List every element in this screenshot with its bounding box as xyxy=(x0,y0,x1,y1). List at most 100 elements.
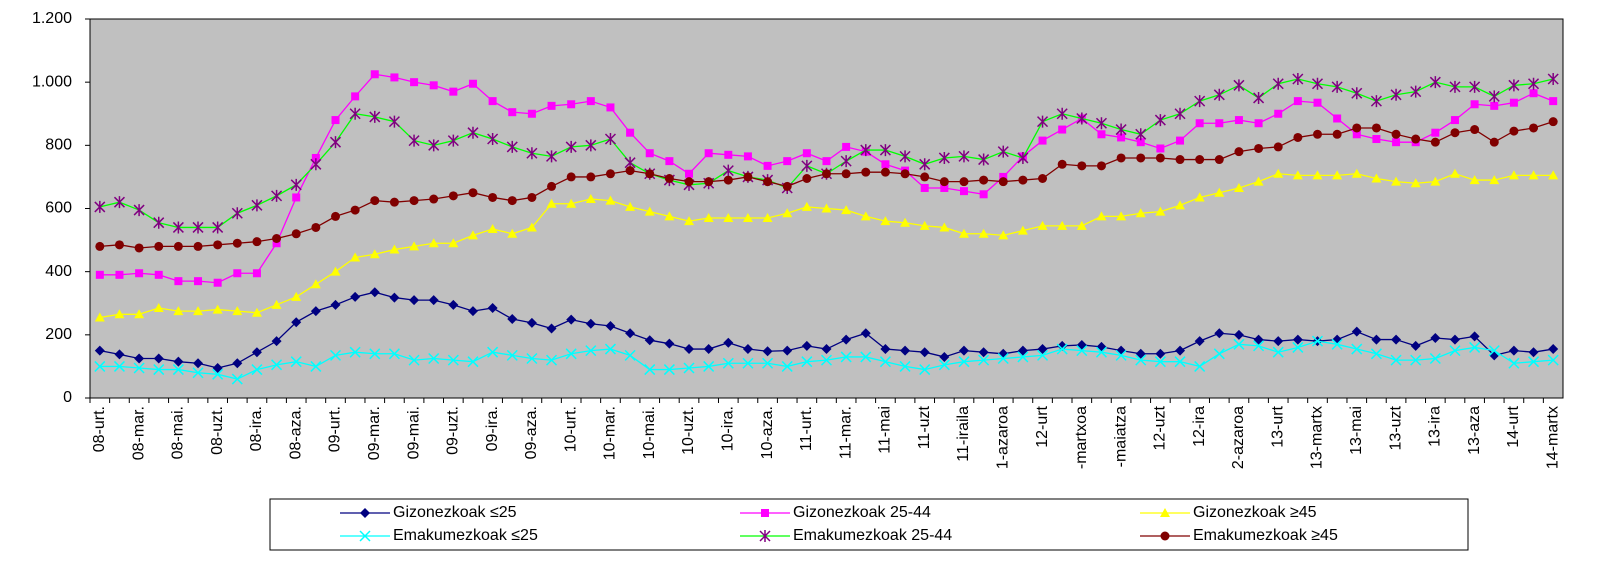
marker xyxy=(95,270,104,279)
marker xyxy=(1194,192,1205,202)
marker xyxy=(1528,170,1539,180)
marker xyxy=(1057,220,1068,230)
marker xyxy=(703,360,715,372)
marker xyxy=(722,357,734,369)
marker xyxy=(1077,161,1087,171)
marker xyxy=(290,356,302,368)
marker xyxy=(605,320,616,331)
marker xyxy=(1370,95,1382,108)
marker xyxy=(1547,354,1559,366)
marker xyxy=(742,357,754,369)
legend-box xyxy=(269,498,1469,551)
x-tick-label: 14-martx xyxy=(1544,406,1561,469)
x-tick-label: 09-mai. xyxy=(405,406,422,459)
marker xyxy=(997,352,1009,365)
marker xyxy=(1469,175,1480,185)
marker xyxy=(860,351,872,363)
x-tick-label: 14-urt xyxy=(1505,405,1522,447)
marker xyxy=(1194,95,1206,108)
marker xyxy=(212,304,223,314)
marker xyxy=(1096,211,1107,221)
marker xyxy=(743,172,753,182)
marker xyxy=(193,306,204,316)
marker xyxy=(1273,168,1284,178)
marker xyxy=(899,360,911,372)
marker xyxy=(1253,334,1264,345)
marker xyxy=(408,134,420,147)
marker xyxy=(958,150,970,163)
marker xyxy=(879,144,891,157)
marker xyxy=(410,78,419,87)
marker xyxy=(174,277,183,286)
x-tick-label: 11-uzt xyxy=(916,405,933,449)
marker xyxy=(429,81,438,90)
marker xyxy=(1391,129,1401,139)
marker xyxy=(1135,348,1146,359)
x-tick-label: 08-ira. xyxy=(248,406,265,451)
marker xyxy=(958,356,970,368)
marker xyxy=(801,201,812,211)
marker xyxy=(880,216,891,226)
marker xyxy=(310,158,322,171)
marker xyxy=(919,220,930,230)
marker xyxy=(251,307,262,317)
marker xyxy=(370,70,379,79)
marker xyxy=(783,157,792,166)
marker xyxy=(822,169,831,179)
marker xyxy=(526,317,537,328)
marker xyxy=(1234,116,1243,125)
x-tick-label: 10-mai. xyxy=(641,406,658,459)
marker xyxy=(762,346,773,357)
marker xyxy=(1174,356,1186,368)
marker xyxy=(881,160,890,169)
marker xyxy=(310,306,321,317)
marker xyxy=(192,221,204,234)
marker xyxy=(860,144,872,157)
marker xyxy=(1469,80,1481,93)
marker xyxy=(212,221,224,234)
marker xyxy=(1351,87,1363,100)
marker xyxy=(1135,208,1146,218)
marker xyxy=(762,357,774,369)
marker xyxy=(526,147,538,160)
marker xyxy=(978,153,990,166)
marker xyxy=(840,351,852,363)
marker xyxy=(1135,128,1147,141)
marker xyxy=(841,169,851,179)
marker xyxy=(1332,170,1343,180)
marker xyxy=(488,97,497,106)
marker xyxy=(1155,206,1166,216)
marker xyxy=(704,149,713,158)
marker xyxy=(526,222,537,232)
marker xyxy=(703,344,714,355)
x-tick-label: 11-mai xyxy=(877,406,894,454)
marker xyxy=(113,360,125,372)
marker xyxy=(860,211,871,221)
marker xyxy=(821,344,832,355)
marker xyxy=(1331,80,1343,93)
marker xyxy=(194,277,203,286)
x-tick-label: 12-ira xyxy=(1191,406,1208,447)
marker xyxy=(998,230,1009,240)
marker xyxy=(113,196,125,209)
marker xyxy=(625,201,636,211)
marker xyxy=(1056,107,1068,120)
marker xyxy=(978,347,989,358)
marker xyxy=(507,196,517,206)
marker xyxy=(1450,116,1459,125)
marker xyxy=(644,364,656,376)
marker xyxy=(447,354,459,366)
y-tick-label: 1.200 xyxy=(32,10,72,27)
marker xyxy=(566,172,576,182)
marker xyxy=(173,306,184,316)
marker xyxy=(761,509,769,517)
marker xyxy=(134,309,145,319)
marker xyxy=(624,349,636,361)
marker xyxy=(487,302,498,313)
marker xyxy=(1549,97,1558,106)
marker xyxy=(1038,173,1048,183)
marker xyxy=(1469,341,1481,353)
marker xyxy=(1213,348,1225,360)
marker xyxy=(329,349,342,361)
marker xyxy=(506,349,518,361)
